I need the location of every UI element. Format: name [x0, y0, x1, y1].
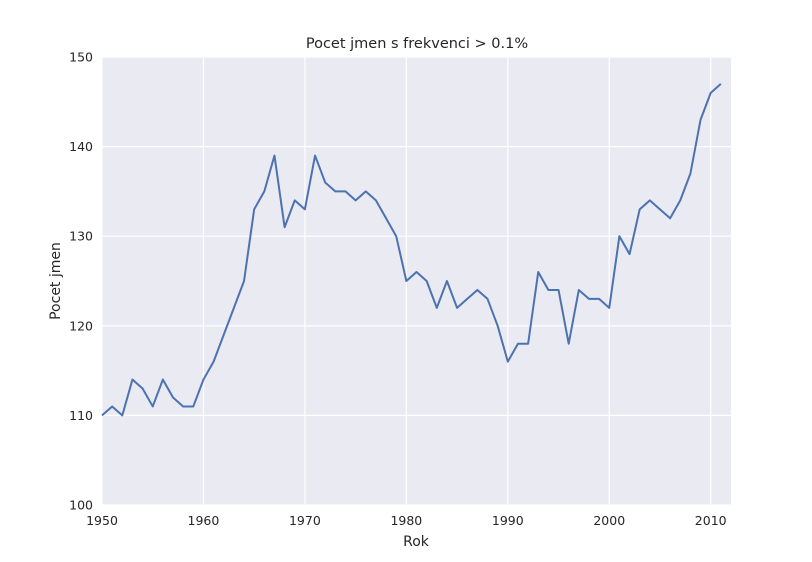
- data-point: [507, 361, 509, 363]
- data-point: [568, 343, 570, 345]
- data-point: [172, 396, 174, 398]
- data-point: [192, 405, 194, 407]
- y-tick-label: 140: [69, 139, 93, 154]
- data-point: [446, 280, 448, 282]
- data-point: [304, 208, 306, 210]
- x-tick-label: 1960: [188, 513, 220, 528]
- data-point: [162, 379, 164, 381]
- data-point: [588, 298, 590, 300]
- data-point: [385, 217, 387, 219]
- data-point: [669, 217, 671, 219]
- data-point: [598, 298, 600, 300]
- data-point: [608, 307, 610, 309]
- data-point: [213, 361, 215, 363]
- data-point: [294, 199, 296, 201]
- data-point: [487, 298, 489, 300]
- data-point: [720, 83, 722, 85]
- data-point: [679, 199, 681, 201]
- y-tick-label: 100: [69, 498, 93, 513]
- data-point: [233, 307, 235, 309]
- x-tick-label: 1950: [86, 513, 118, 528]
- y-tick-label: 150: [69, 50, 93, 65]
- data-point: [436, 307, 438, 309]
- x-tick-label: 1970: [289, 513, 321, 528]
- data-point: [223, 334, 225, 336]
- y-tick-label: 110: [69, 408, 93, 423]
- x-axis-label: Rok: [403, 534, 430, 550]
- x-tick-labels: 1950 1960 1970 1980 1990 2000 2010: [86, 513, 727, 528]
- data-point: [121, 414, 123, 416]
- data-point: [365, 190, 367, 192]
- data-point: [659, 208, 661, 210]
- data-point: [618, 235, 620, 237]
- grid-lines: [101, 56, 731, 506]
- data-point: [710, 92, 712, 94]
- data-point: [689, 172, 691, 174]
- data-point: [547, 289, 549, 291]
- data-point: [517, 343, 519, 345]
- data-point: [101, 414, 103, 416]
- data-point: [152, 405, 154, 407]
- data-point: [426, 280, 428, 282]
- chart-title: Pocet jmen s frekvenci > 0.1%: [306, 36, 528, 52]
- data-point: [578, 289, 580, 291]
- data-point: [456, 307, 458, 309]
- data-point: [558, 289, 560, 291]
- x-tick-label: 1990: [492, 513, 524, 528]
- plot-background: [102, 57, 731, 505]
- y-tick-label: 120: [69, 318, 93, 333]
- y-axis-label: Pocet jmen: [48, 242, 64, 320]
- data-point: [253, 208, 255, 210]
- data-point: [405, 280, 407, 282]
- data-point: [649, 199, 651, 201]
- data-point: [355, 199, 357, 201]
- data-point: [497, 325, 499, 327]
- y-tick-labels: 100 110 120 130 140 150: [69, 50, 93, 513]
- data-point: [395, 235, 397, 237]
- x-tick-label: 1980: [390, 513, 422, 528]
- data-point: [476, 289, 478, 291]
- x-tick-label: 2000: [593, 513, 625, 528]
- data-point: [629, 253, 631, 255]
- data-point: [334, 190, 336, 192]
- data-point: [111, 405, 113, 407]
- data-point: [273, 155, 275, 157]
- data-point: [182, 405, 184, 407]
- data-point: [263, 190, 265, 192]
- data-point: [314, 155, 316, 157]
- data-point: [639, 208, 641, 210]
- data-point: [375, 199, 377, 201]
- data-point: [344, 190, 346, 192]
- y-tick-label: 130: [69, 229, 93, 244]
- data-point: [131, 379, 133, 381]
- data-point: [202, 379, 204, 381]
- data-point: [527, 343, 529, 345]
- data-point: [243, 280, 245, 282]
- series-line: [101, 83, 722, 417]
- x-tick-label: 2010: [695, 513, 727, 528]
- data-point: [700, 119, 702, 121]
- data-point: [537, 271, 539, 273]
- data-point: [416, 271, 418, 273]
- data-point: [466, 298, 468, 300]
- data-point: [142, 388, 144, 390]
- data-point: [324, 181, 326, 183]
- data-point: [284, 226, 286, 228]
